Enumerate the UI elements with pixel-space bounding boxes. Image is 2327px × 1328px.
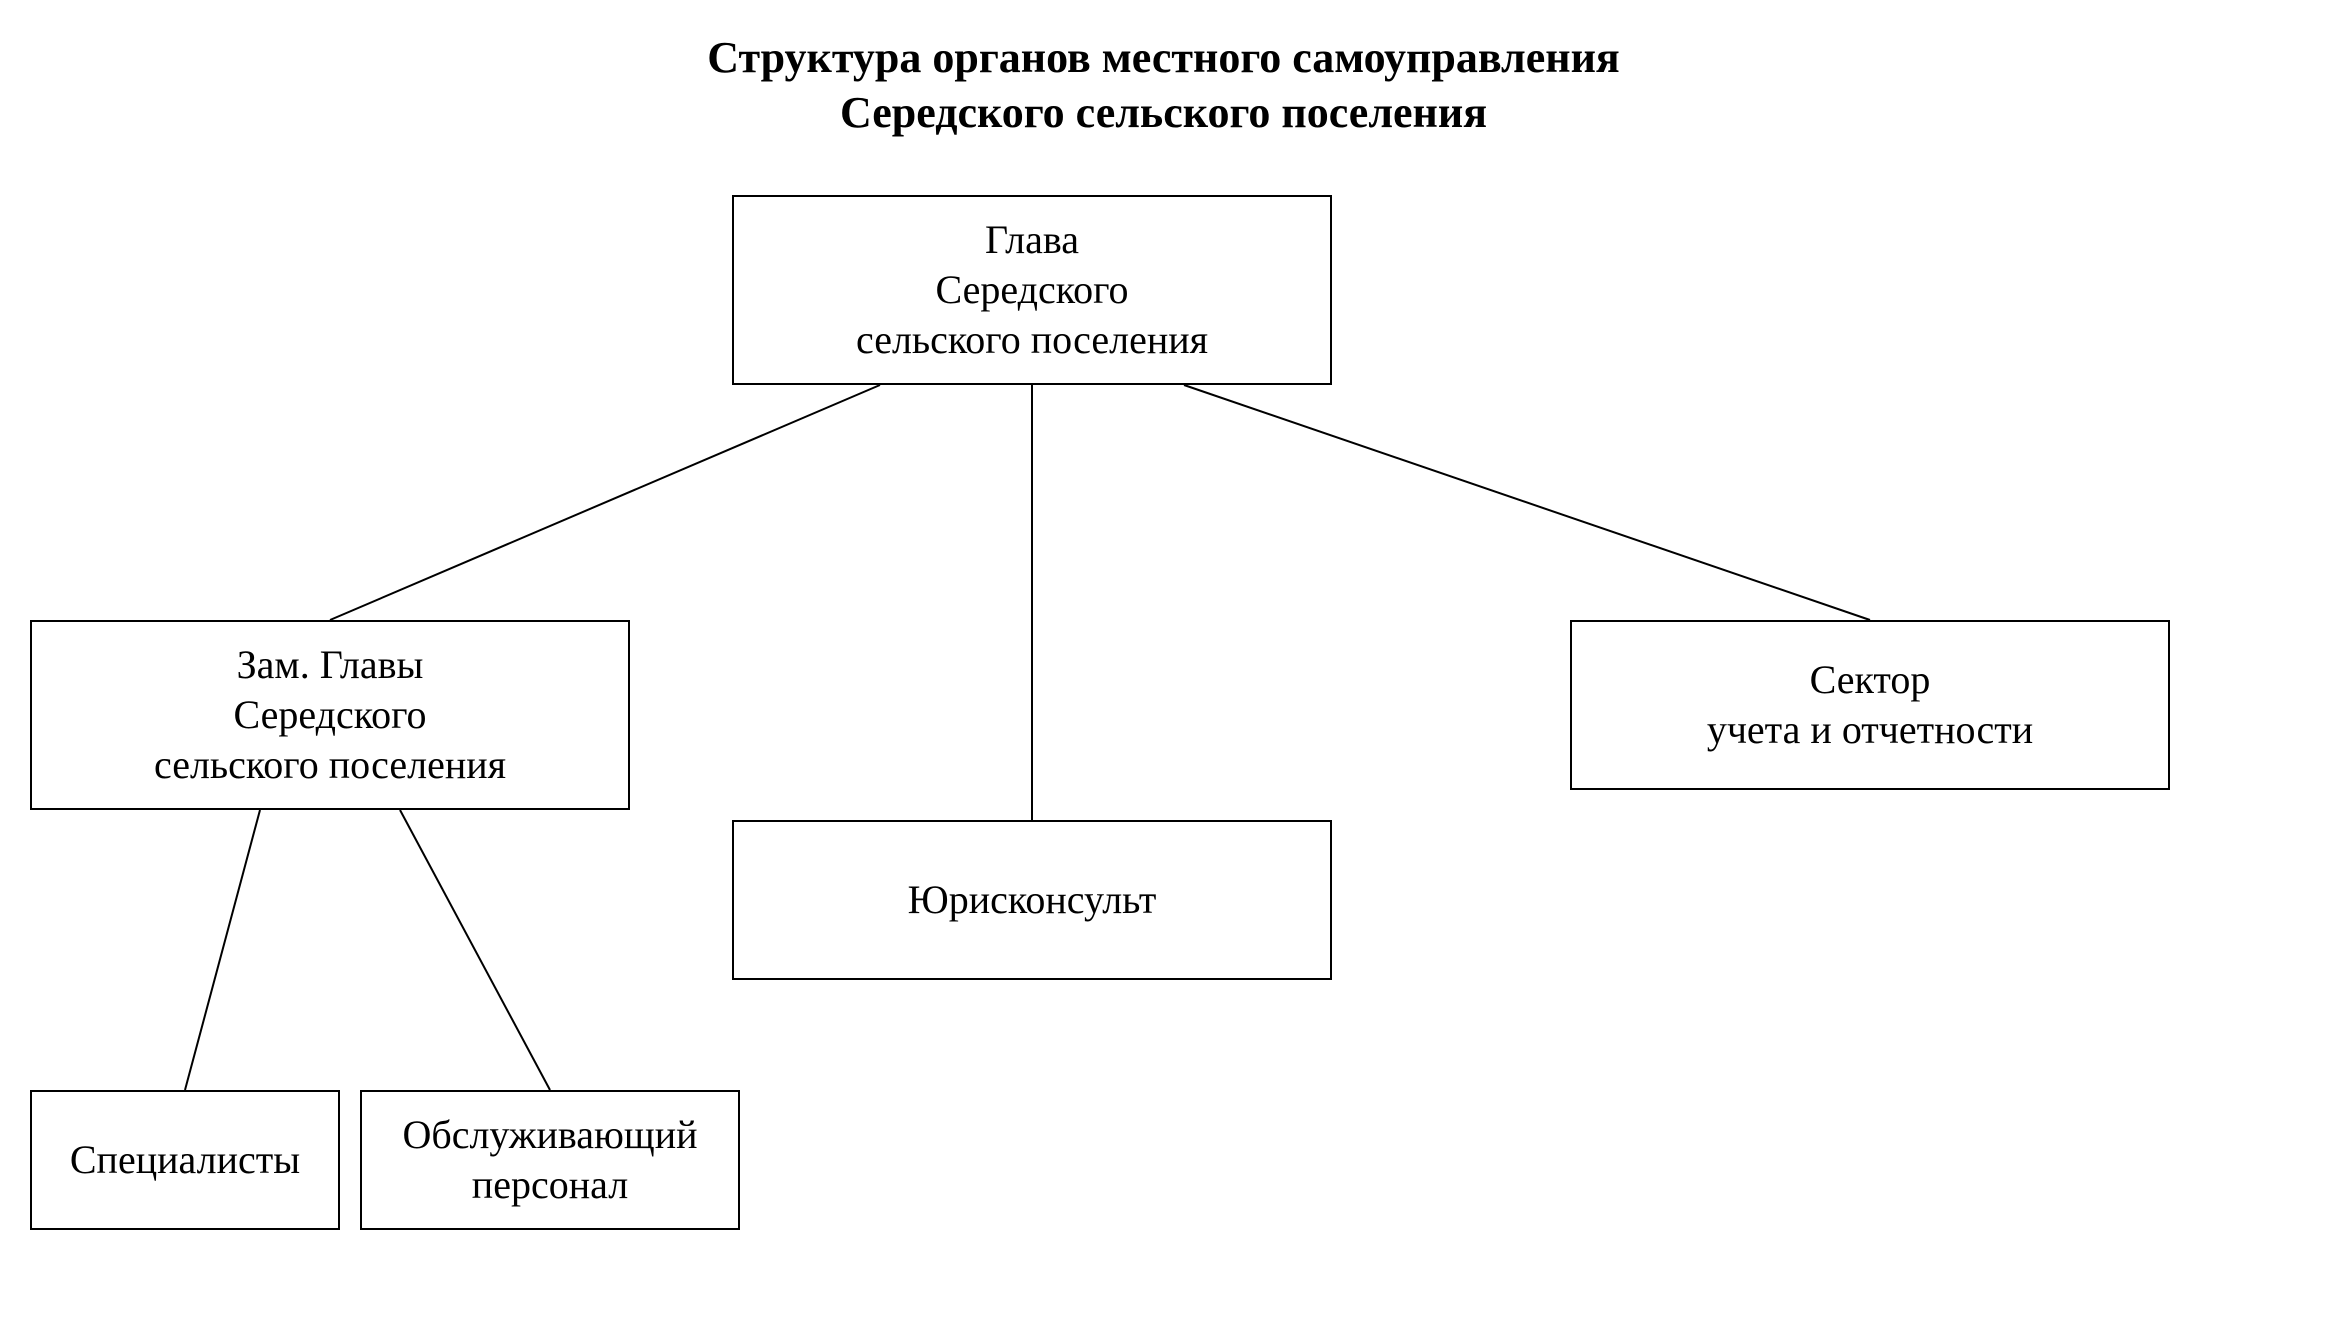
title-line-1: Структура органов местного самоуправлени… [707,33,1619,82]
edge [330,385,880,620]
node-label: Обслуживающийперсонал [402,1110,697,1210]
edge [185,810,260,1090]
node-specialists: Специалисты [30,1090,340,1230]
node-label: Секторучета и отчетности [1707,655,2033,755]
node-label: Юрисконсульт [908,875,1157,925]
edge [1184,385,1870,620]
node-label: Зам. ГлавыСередскогосельского поселения [154,640,506,790]
node-sector: Секторучета и отчетности [1570,620,2170,790]
node-service: Обслуживающийперсонал [360,1090,740,1230]
node-deputy: Зам. ГлавыСередскогосельского поселения [30,620,630,810]
node-legal: Юрисконсульт [732,820,1332,980]
node-label: Специалисты [70,1135,300,1185]
node-label: ГлаваСередскогосельского поселения [856,215,1208,365]
diagram-title: Структура органов местного самоуправлени… [0,30,2327,140]
title-line-2: Середского сельского поселения [840,88,1487,137]
edge [400,810,550,1090]
diagram-canvas: Структура органов местного самоуправлени… [0,0,2327,1328]
node-head: ГлаваСередскогосельского поселения [732,195,1332,385]
